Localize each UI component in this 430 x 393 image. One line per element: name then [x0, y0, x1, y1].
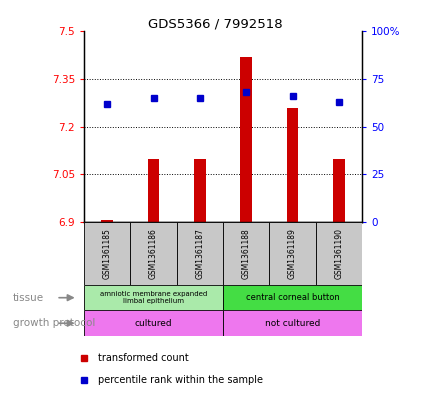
Bar: [130, 222, 176, 285]
Bar: [101, 220, 113, 222]
Text: growth protocol: growth protocol: [13, 318, 95, 328]
Text: not cultured: not cultured: [264, 319, 319, 328]
Text: tissue: tissue: [13, 293, 44, 303]
Bar: [315, 222, 361, 285]
Bar: [269, 222, 315, 285]
Bar: [84, 222, 130, 285]
Bar: [223, 285, 361, 310]
Text: GSM1361186: GSM1361186: [149, 228, 158, 279]
Text: GDS5366 / 7992518: GDS5366 / 7992518: [148, 18, 282, 31]
Text: GSM1361188: GSM1361188: [241, 228, 250, 279]
Bar: [286, 108, 298, 222]
Text: GSM1361185: GSM1361185: [102, 228, 111, 279]
Text: transformed count: transformed count: [98, 353, 188, 363]
Text: central corneal button: central corneal button: [245, 293, 339, 302]
Text: GSM1361187: GSM1361187: [195, 228, 204, 279]
Bar: [223, 310, 361, 336]
Text: percentile rank within the sample: percentile rank within the sample: [98, 375, 262, 385]
Bar: [194, 158, 205, 222]
Bar: [332, 158, 344, 222]
Text: cultured: cultured: [135, 319, 172, 328]
Bar: [84, 310, 223, 336]
Bar: [84, 285, 223, 310]
Bar: [240, 57, 252, 222]
Text: GSM1361190: GSM1361190: [334, 228, 343, 279]
Bar: [176, 222, 223, 285]
Text: amniotic membrane expanded
limbal epithelium: amniotic membrane expanded limbal epithe…: [100, 291, 207, 304]
Text: GSM1361189: GSM1361189: [287, 228, 296, 279]
Bar: [223, 222, 269, 285]
Bar: [147, 158, 159, 222]
